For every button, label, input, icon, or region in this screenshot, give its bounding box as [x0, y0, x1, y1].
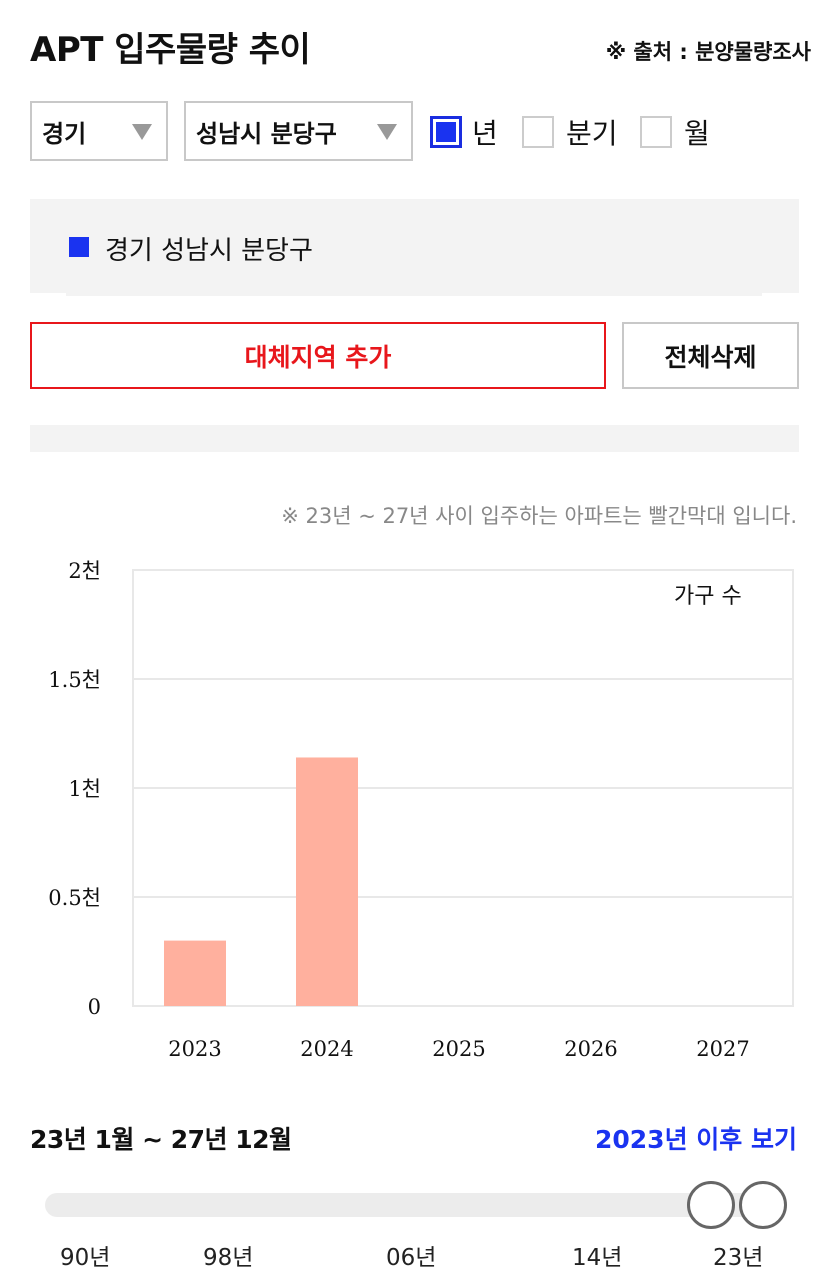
chevron-down-icon [377, 124, 397, 140]
divider [30, 425, 799, 452]
y-tick-label: 2천 [68, 559, 101, 583]
date-range-label: 23년 1월 ~ 27년 12월 [30, 1125, 292, 1154]
x-tick-label: 2024 [300, 1037, 353, 1061]
source-note: ※ 출처 : 분양물량조사 [605, 40, 811, 64]
year-checkbox-label[interactable]: 년 [472, 117, 498, 150]
page-title: APT 입주물량 추이 [30, 30, 311, 70]
range-slider-end-handle[interactable] [739, 1181, 787, 1229]
month-checkbox[interactable] [640, 116, 672, 148]
province-select-value: 경기 [42, 119, 87, 148]
year-checkbox[interactable] [430, 116, 462, 148]
x-tick-label: 2023 [168, 1037, 221, 1061]
bar [296, 757, 358, 1006]
slider-label: 06년 [386, 1245, 437, 1271]
province-select[interactable]: 경기 [30, 101, 168, 161]
quarter-checkbox[interactable] [522, 116, 554, 148]
selected-region-panel [30, 199, 799, 293]
x-tick-label: 2026 [564, 1037, 617, 1061]
chevron-down-icon [132, 124, 152, 140]
delete-all-button[interactable]: 전체삭제 [622, 322, 799, 389]
x-tick-label: 2025 [432, 1037, 485, 1061]
add-region-button[interactable]: 대체지역 추가 [30, 322, 606, 389]
district-select[interactable]: 성남시 분당구 [184, 101, 413, 161]
bar [164, 940, 226, 1006]
range-slider-start-handle[interactable] [687, 1181, 735, 1229]
month-checkbox-label[interactable]: 월 [684, 117, 710, 150]
district-select-value: 성남시 분당구 [196, 119, 337, 148]
slider-label: 23년 [713, 1245, 764, 1271]
checkbox-checked-icon [436, 122, 456, 142]
slider-label: 98년 [203, 1245, 254, 1271]
y-tick-label: 1.5천 [48, 668, 101, 692]
slider-label: 90년 [60, 1245, 111, 1271]
quarter-checkbox-label[interactable]: 분기 [566, 117, 618, 150]
chart-area: 0 0.5천 1천 1.5천 2천 2023 2024 2025 2026 2027 [0, 550, 827, 1070]
chart-unit-label: 가구 수 [674, 584, 742, 609]
divider [66, 293, 762, 296]
bar-chart: 0 0.5천 1천 1.5천 2천 2023 2024 2025 2026 2027 [48, 559, 794, 1061]
chart-note: ※ 23년 ~ 27년 사이 입주하는 아파트는 빨간막대 입니다. [281, 504, 797, 528]
view-after-2023-link[interactable]: 2023년 이후 보기 [595, 1125, 797, 1154]
slider-label: 14년 [572, 1245, 623, 1271]
y-tick-label: 0 [88, 995, 101, 1019]
range-slider-track[interactable] [45, 1193, 757, 1217]
y-tick-label: 0.5천 [48, 886, 101, 910]
region-legend-swatch [69, 237, 89, 257]
y-tick-label: 1천 [68, 777, 101, 801]
region-label: 경기 성남시 분당구 [105, 236, 313, 266]
x-tick-label: 2027 [696, 1037, 749, 1061]
